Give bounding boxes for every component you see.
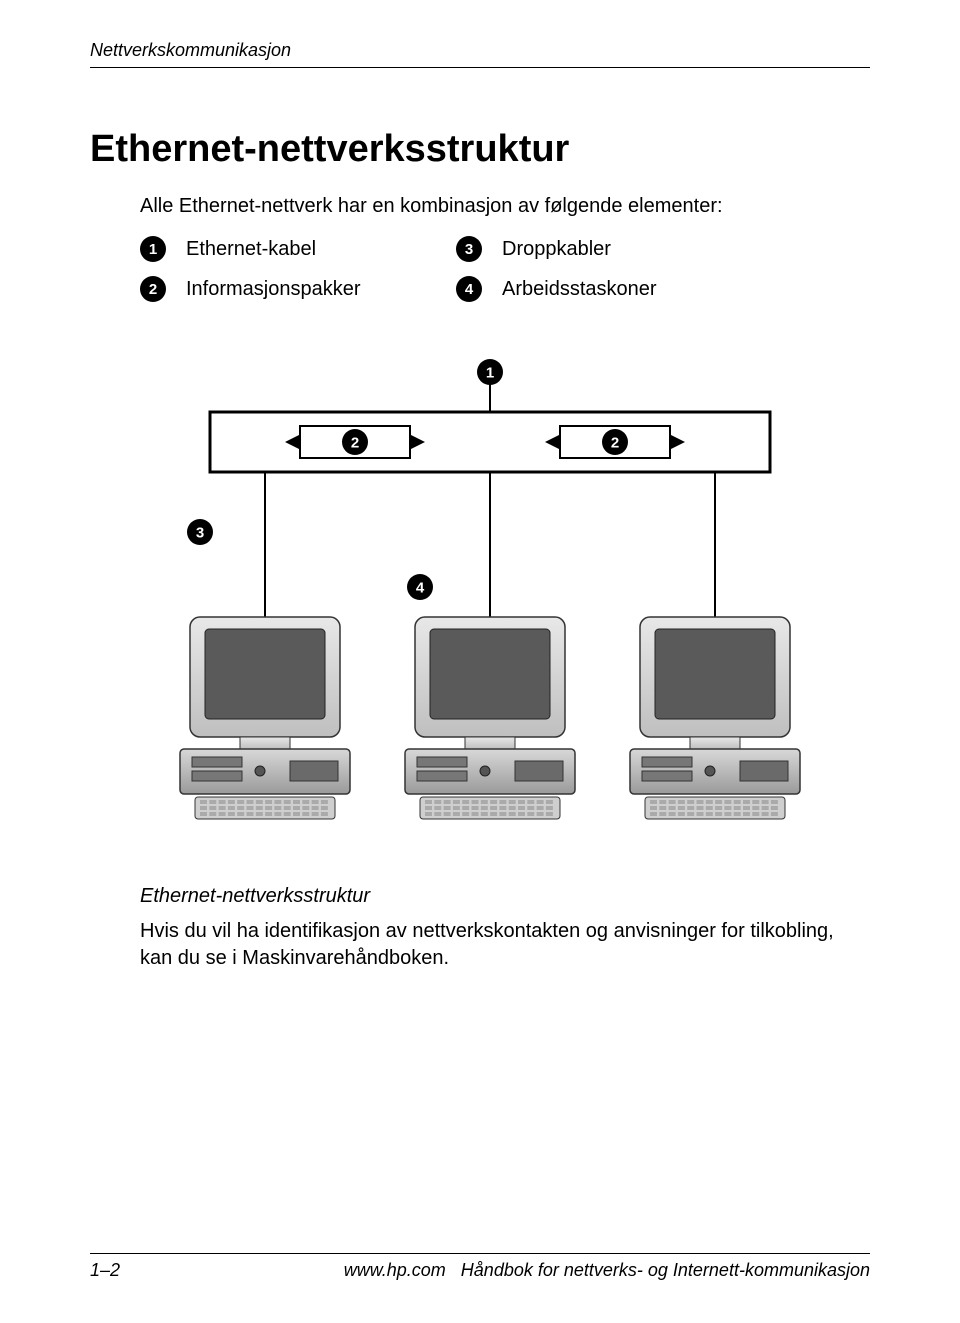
- page-heading: Ethernet-nettverksstruktur: [90, 128, 870, 171]
- legend-badge-3: 3: [456, 236, 482, 262]
- intro-text: Alle Ethernet-nettverk har en kombinasjo…: [140, 195, 870, 218]
- svg-text:2: 2: [351, 435, 359, 452]
- footer-doc-title: Håndbok for nettverks- og Internett-komm…: [461, 1260, 870, 1280]
- legend-label-3: Droppkabler: [502, 238, 870, 261]
- page-number: 1–2: [90, 1260, 120, 1281]
- legend-label-4: Arbeidsstaskoner: [502, 278, 870, 301]
- figure-caption: Ethernet-nettverksstruktur: [140, 885, 870, 908]
- svg-text:4: 4: [416, 580, 425, 597]
- footer-site: www.hp.com: [344, 1260, 446, 1280]
- network-diagram: 1 2 2 3 4: [140, 352, 840, 857]
- svg-text:1: 1: [486, 365, 494, 382]
- legend-badge-2: 2: [140, 276, 166, 302]
- page-footer: 1–2 www.hp.com Håndbok for nettverks- og…: [90, 1253, 870, 1281]
- legend-badge-1: 1: [140, 236, 166, 262]
- svg-text:2: 2: [611, 435, 619, 452]
- legend-label-2: Informasjonspakker: [186, 278, 446, 301]
- section-header: Nettverkskommunikasjon: [90, 40, 870, 68]
- figure-note: Hvis du vil ha identifikasjon av nettver…: [140, 918, 870, 972]
- legend-label-1: Ethernet-kabel: [186, 238, 446, 261]
- svg-text:3: 3: [196, 525, 204, 542]
- legend-badge-4: 4: [456, 276, 482, 302]
- legend-table: 1 Ethernet-kabel 3 Droppkabler 2 Informa…: [140, 236, 870, 302]
